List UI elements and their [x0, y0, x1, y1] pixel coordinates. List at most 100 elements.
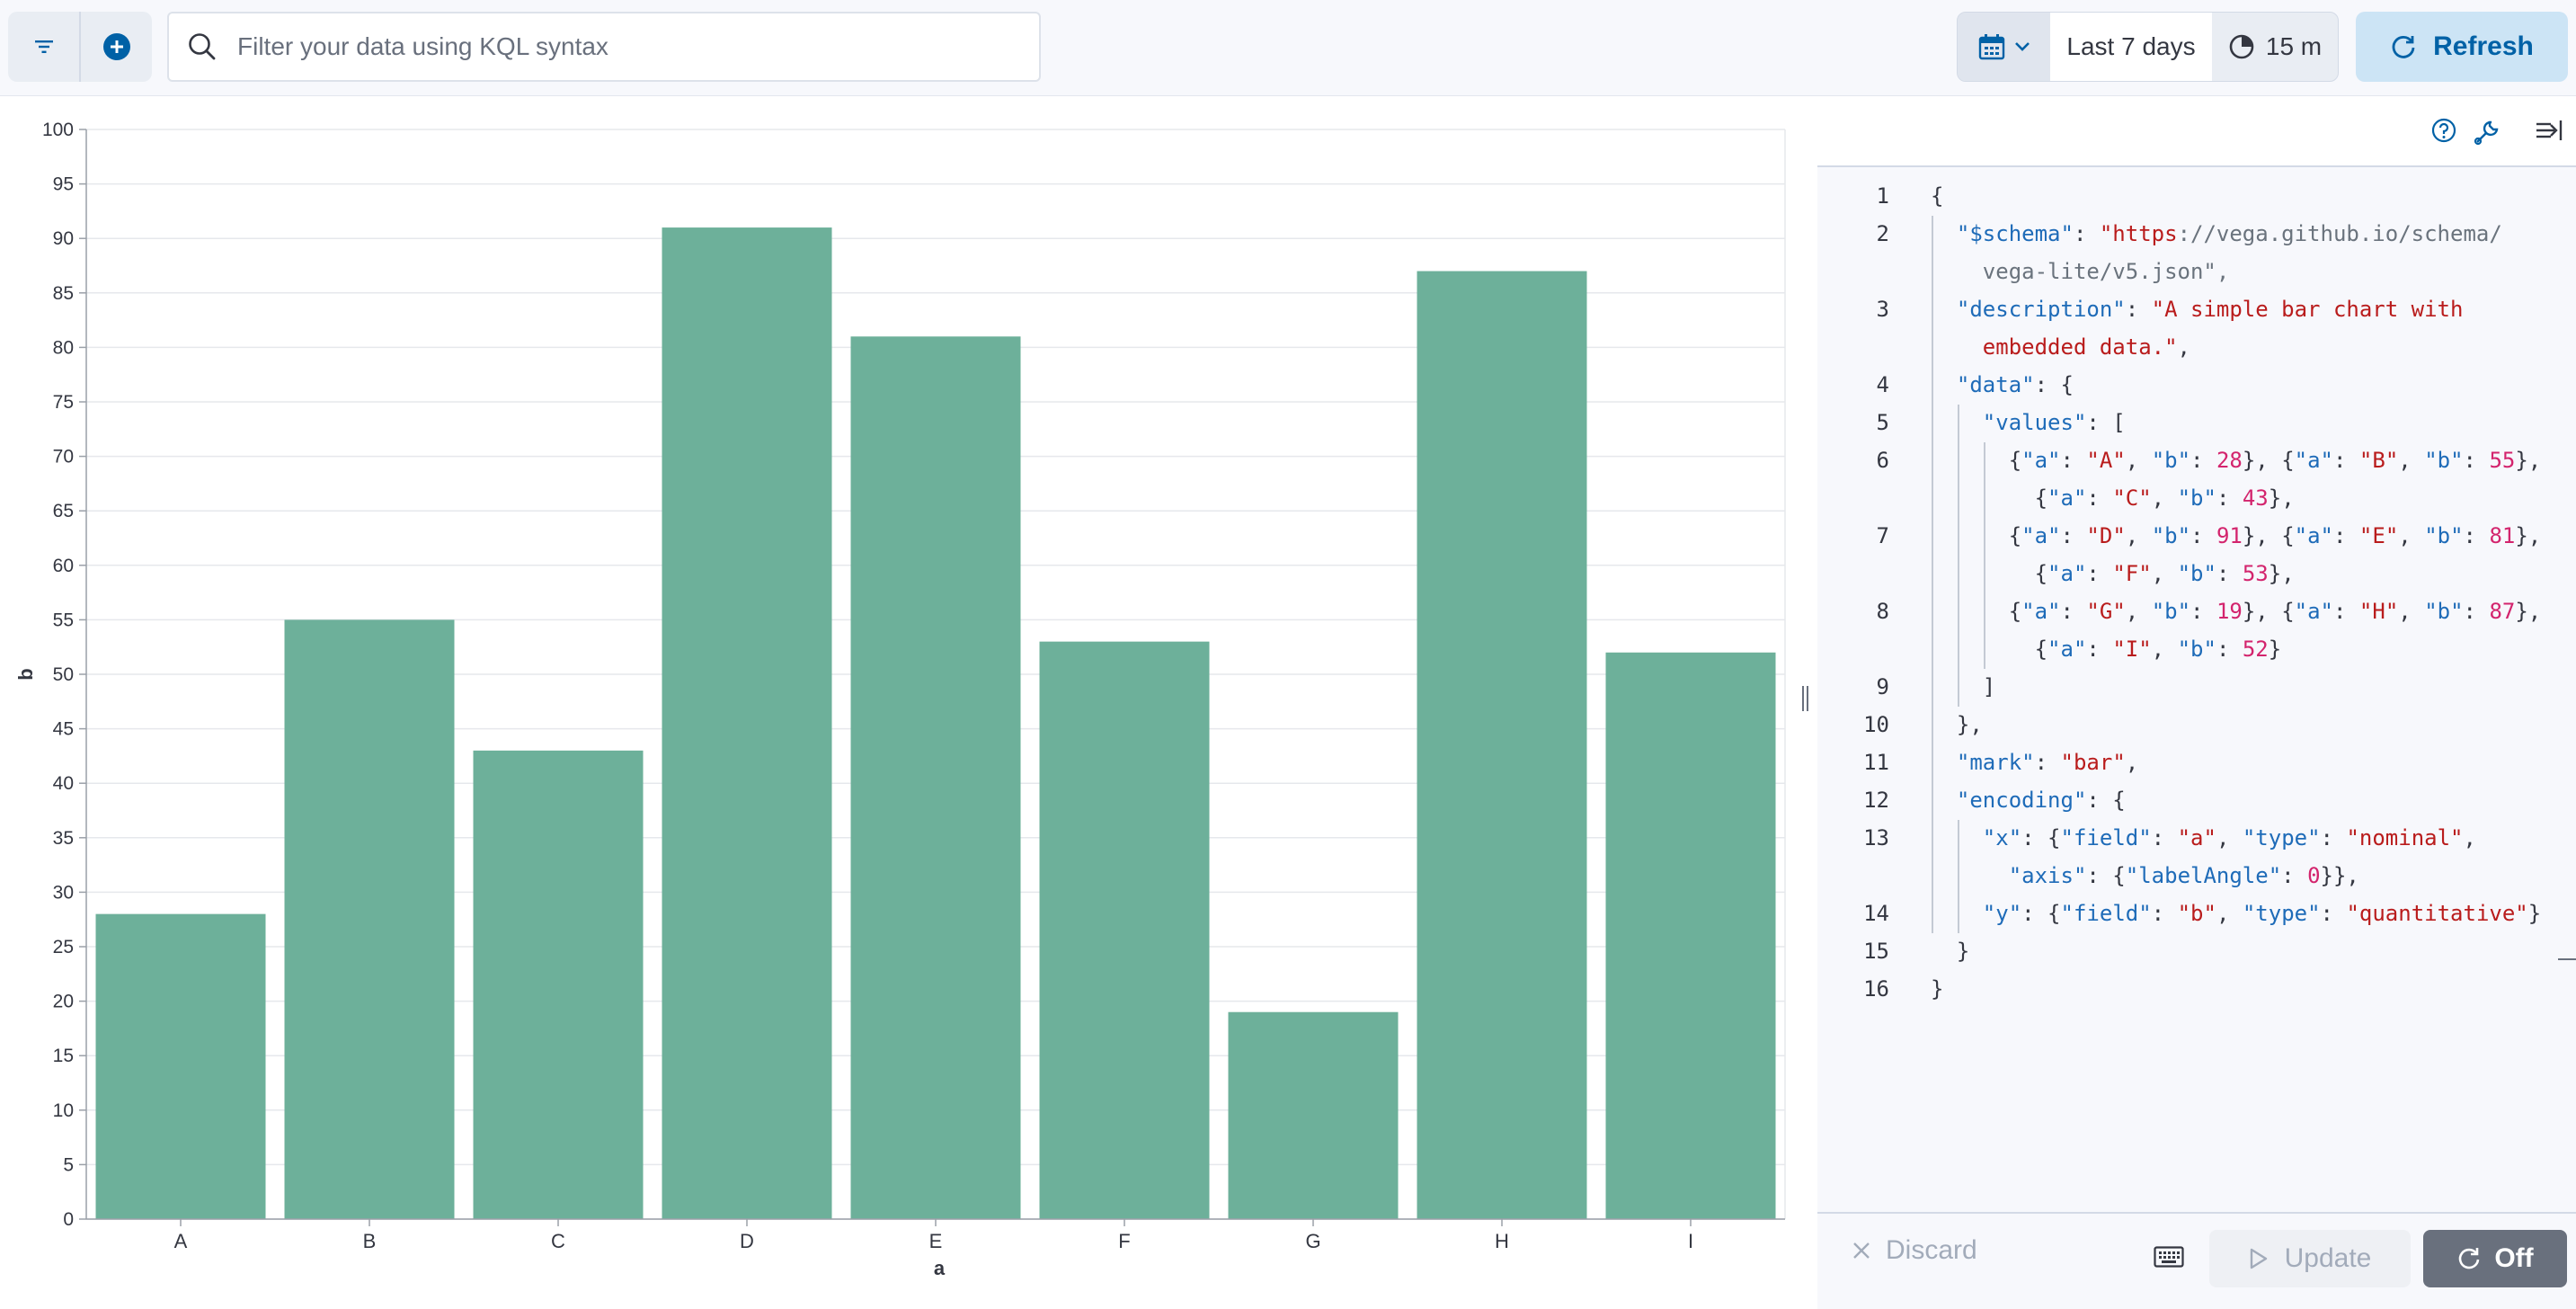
code-line: {"a": "C", "b": 43},: [1931, 480, 2295, 516]
code-token: :: [2333, 599, 2359, 624]
y-tick-label: 40: [53, 773, 74, 794]
help-icon[interactable]: [2430, 117, 2457, 144]
filter-options-button[interactable]: [8, 12, 79, 82]
auto-apply-toggle[interactable]: Off: [2423, 1230, 2567, 1287]
code-token: ,: [2125, 523, 2152, 548]
code-token: "b": [2424, 599, 2464, 624]
code-token: :: [2060, 448, 2087, 473]
y-tick-label: 20: [53, 992, 74, 1012]
code-token: embedded data.": [1931, 334, 2178, 360]
code-line: {"a": "I", "b": 52}: [1931, 631, 2282, 667]
indent-guide: [1958, 820, 1959, 933]
code-token: "b": [2151, 448, 2191, 473]
code-token: "F": [2112, 561, 2152, 586]
code-token: ]: [1931, 674, 1996, 699]
wrench-icon[interactable]: [2472, 117, 2502, 147]
x-tick-label: H: [1495, 1230, 1509, 1252]
code-token: : {: [2021, 901, 2061, 926]
code-token: ,: [2216, 259, 2230, 284]
kql-search-input[interactable]: [235, 31, 1030, 62]
code-token: "field": [2060, 901, 2152, 926]
y-tick-label: 85: [53, 283, 74, 304]
date-range-display[interactable]: Last 7 days: [2050, 13, 2212, 81]
code-token: 55: [2489, 448, 2516, 473]
code-token: :: [2086, 637, 2113, 662]
code-token: },: [2515, 448, 2542, 473]
code-token: "type": [2242, 901, 2321, 926]
code-token: ,: [2398, 448, 2425, 473]
code-token: ,: [2125, 750, 2139, 775]
line-number: 12: [1863, 788, 1889, 813]
code-token: "E": [2358, 523, 2399, 548]
code-token: ,: [2177, 334, 2190, 360]
code-token: },: [1931, 712, 1983, 737]
code-token: }: [2268, 637, 2282, 662]
refresh-interval-button[interactable]: 15 m: [2212, 13, 2338, 81]
code-token: "bar": [2060, 750, 2126, 775]
calendar-icon: [1978, 34, 2004, 60]
code-token: }: [1931, 939, 1970, 964]
code-token: : [: [2086, 410, 2126, 435]
code-token: "axis": [2008, 863, 2087, 888]
code-token: vega-lite/v5.json": [1931, 259, 2216, 284]
code-token: [1931, 410, 1983, 435]
code-token: [1931, 750, 1957, 775]
code-token: "values": [1982, 410, 2087, 435]
line-number: 7: [1876, 523, 1889, 548]
refresh-button[interactable]: Refresh: [2356, 12, 2568, 82]
x-tick-label: G: [1305, 1230, 1320, 1252]
code-token: :: [2320, 901, 2347, 926]
editor-footer: Discard Update Off: [1817, 1212, 2576, 1300]
code-token: "y": [1982, 901, 2022, 926]
code-token: "a": [2177, 825, 2216, 850]
line-number: [1817, 480, 1889, 516]
panel-resize-handle[interactable]: [1800, 686, 1809, 711]
y-tick-label: 15: [53, 1046, 74, 1066]
code-token: ,: [2216, 901, 2243, 926]
code-line: {"a": "G", "b": 19}, {"a": "H", "b": 87}…: [1931, 593, 2542, 629]
code-token: "quantitative": [2346, 901, 2528, 926]
code-token: "b": [2177, 637, 2216, 662]
code-token: 19: [2216, 599, 2243, 624]
line-number: [1817, 254, 1889, 289]
code-token: : {: [2034, 372, 2074, 397]
code-token: :: [2151, 825, 2178, 850]
code-token: "encoding": [1956, 788, 2087, 813]
line-number: 10: [1863, 712, 1889, 737]
keyboard-shortcuts-icon[interactable]: [2154, 1246, 2184, 1268]
refresh-interval-icon: [2229, 34, 2254, 59]
date-picker: Last 7 days 15 m: [1957, 12, 2339, 82]
quick-date-menu-button[interactable]: [1958, 13, 2050, 81]
code-token: :: [2463, 599, 2490, 624]
plus-circle-icon: [102, 33, 130, 60]
y-tick-label: 80: [53, 337, 74, 358]
line-number: 13: [1863, 825, 1889, 850]
code-token: :: [2190, 523, 2216, 548]
add-filter-button[interactable]: [79, 12, 152, 82]
code-token: "a": [2047, 485, 2087, 511]
code-token: },: [2515, 599, 2542, 624]
line-number: 1: [1876, 183, 1889, 209]
code-token: "type": [2242, 825, 2321, 850]
update-button[interactable]: Update: [2209, 1230, 2411, 1287]
discard-button[interactable]: Discard: [1852, 1235, 1977, 1266]
code-token: "b": [2177, 561, 2216, 586]
code-token: "b": [2151, 599, 2191, 624]
code-line: },: [1931, 707, 1983, 743]
code-editor[interactable]: 1 2 3 4 5 6 7 8 9 10 11 12 13 14 15 16{ "$schema": "htt…: [1817, 167, 2576, 1309]
code-token: "a": [2294, 523, 2334, 548]
code-line: "$schema": "https://vega.github.io/schem…: [1931, 216, 2502, 252]
code-line: {"a": "D", "b": 91}, {"a": "E", "b": 81}…: [1931, 518, 2542, 554]
code-token: "A simple bar chart with: [2151, 297, 2464, 322]
code-token: :: [2320, 825, 2347, 850]
y-tick-label: 75: [53, 392, 74, 413]
code-token: "a": [2021, 599, 2061, 624]
code-line: "data": {: [1931, 367, 2074, 403]
bar-G: [1228, 1011, 1399, 1219]
y-tick-label: 65: [53, 501, 74, 521]
line-number: [1817, 858, 1889, 894]
collapse-panel-icon[interactable]: [2535, 117, 2563, 144]
code-token: ,: [2125, 599, 2152, 624]
discard-label: Discard: [1886, 1235, 1977, 1265]
code-token: :: [2216, 637, 2243, 662]
